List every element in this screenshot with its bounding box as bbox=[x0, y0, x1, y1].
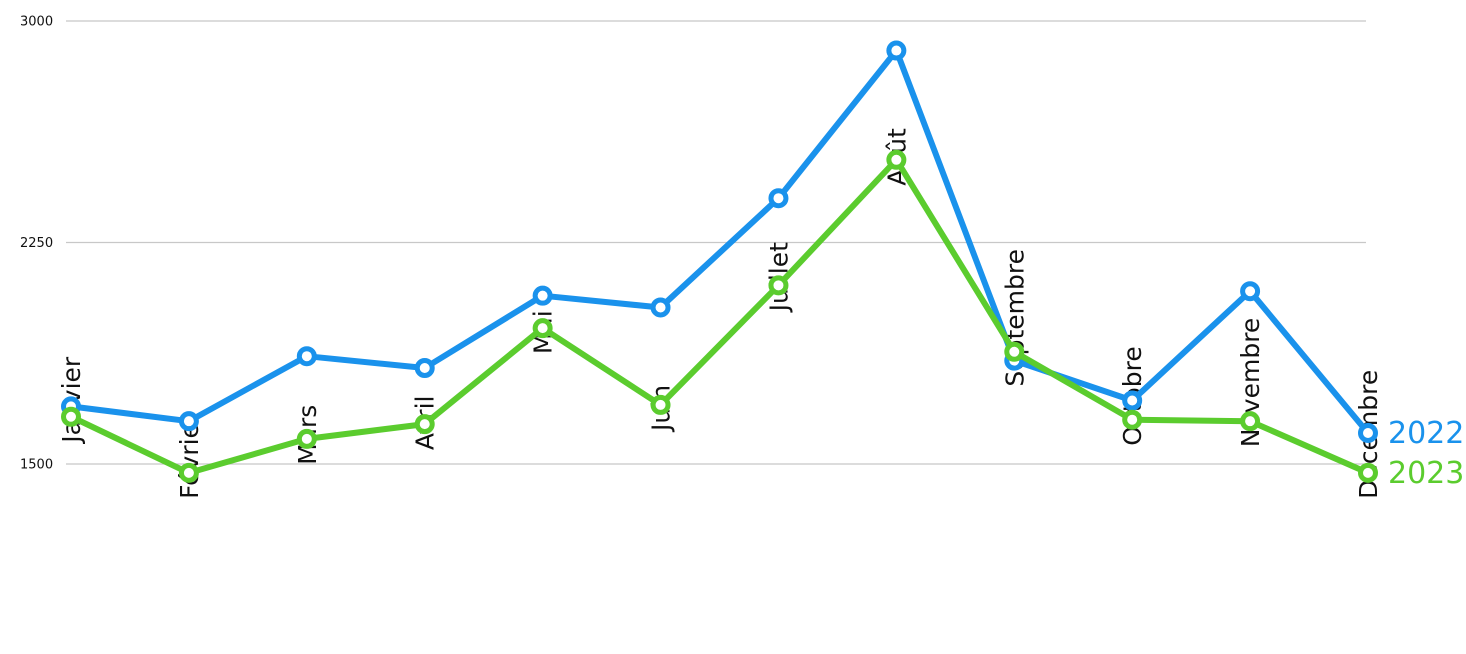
legend-label: 2022 bbox=[1388, 416, 1464, 451]
data-point bbox=[1240, 281, 1261, 302]
data-point bbox=[414, 414, 435, 435]
data-point bbox=[296, 428, 317, 449]
data-point bbox=[768, 275, 789, 296]
grid-lines bbox=[66, 20, 1366, 465]
series-line bbox=[68, 47, 1371, 436]
y-axis-ticks: 1500 2250 3000 bbox=[20, 15, 53, 473]
data-point bbox=[1358, 462, 1378, 483]
series-labels: 2022 2023 bbox=[1388, 416, 1464, 491]
series-2023 bbox=[61, 149, 1378, 483]
x-axis-ticks: JanvierFévrierMarsAvrilMaiJuinJuilletAoû… bbox=[57, 128, 1383, 499]
series-layer bbox=[61, 40, 1378, 483]
data-point bbox=[1122, 409, 1143, 430]
data-point bbox=[296, 346, 317, 367]
data-point bbox=[1122, 390, 1143, 411]
data-point bbox=[1004, 341, 1025, 362]
data-point bbox=[532, 318, 553, 339]
data-point bbox=[532, 285, 553, 306]
series-2022 bbox=[61, 40, 1378, 443]
data-point bbox=[650, 297, 671, 318]
y-tick-label: 3000 bbox=[20, 15, 53, 30]
data-point bbox=[414, 358, 435, 379]
data-point bbox=[886, 40, 907, 61]
data-point bbox=[650, 394, 671, 415]
data-point bbox=[178, 462, 199, 483]
data-point bbox=[768, 188, 789, 209]
series-line bbox=[68, 156, 1371, 476]
data-point bbox=[61, 406, 81, 427]
data-point bbox=[1358, 422, 1378, 443]
y-tick-label: 2250 bbox=[20, 236, 53, 251]
data-point bbox=[178, 411, 199, 432]
y-tick-label: 1500 bbox=[20, 458, 53, 473]
data-point bbox=[1240, 411, 1261, 432]
legend-label: 2023 bbox=[1388, 456, 1464, 491]
data-point bbox=[886, 149, 907, 170]
